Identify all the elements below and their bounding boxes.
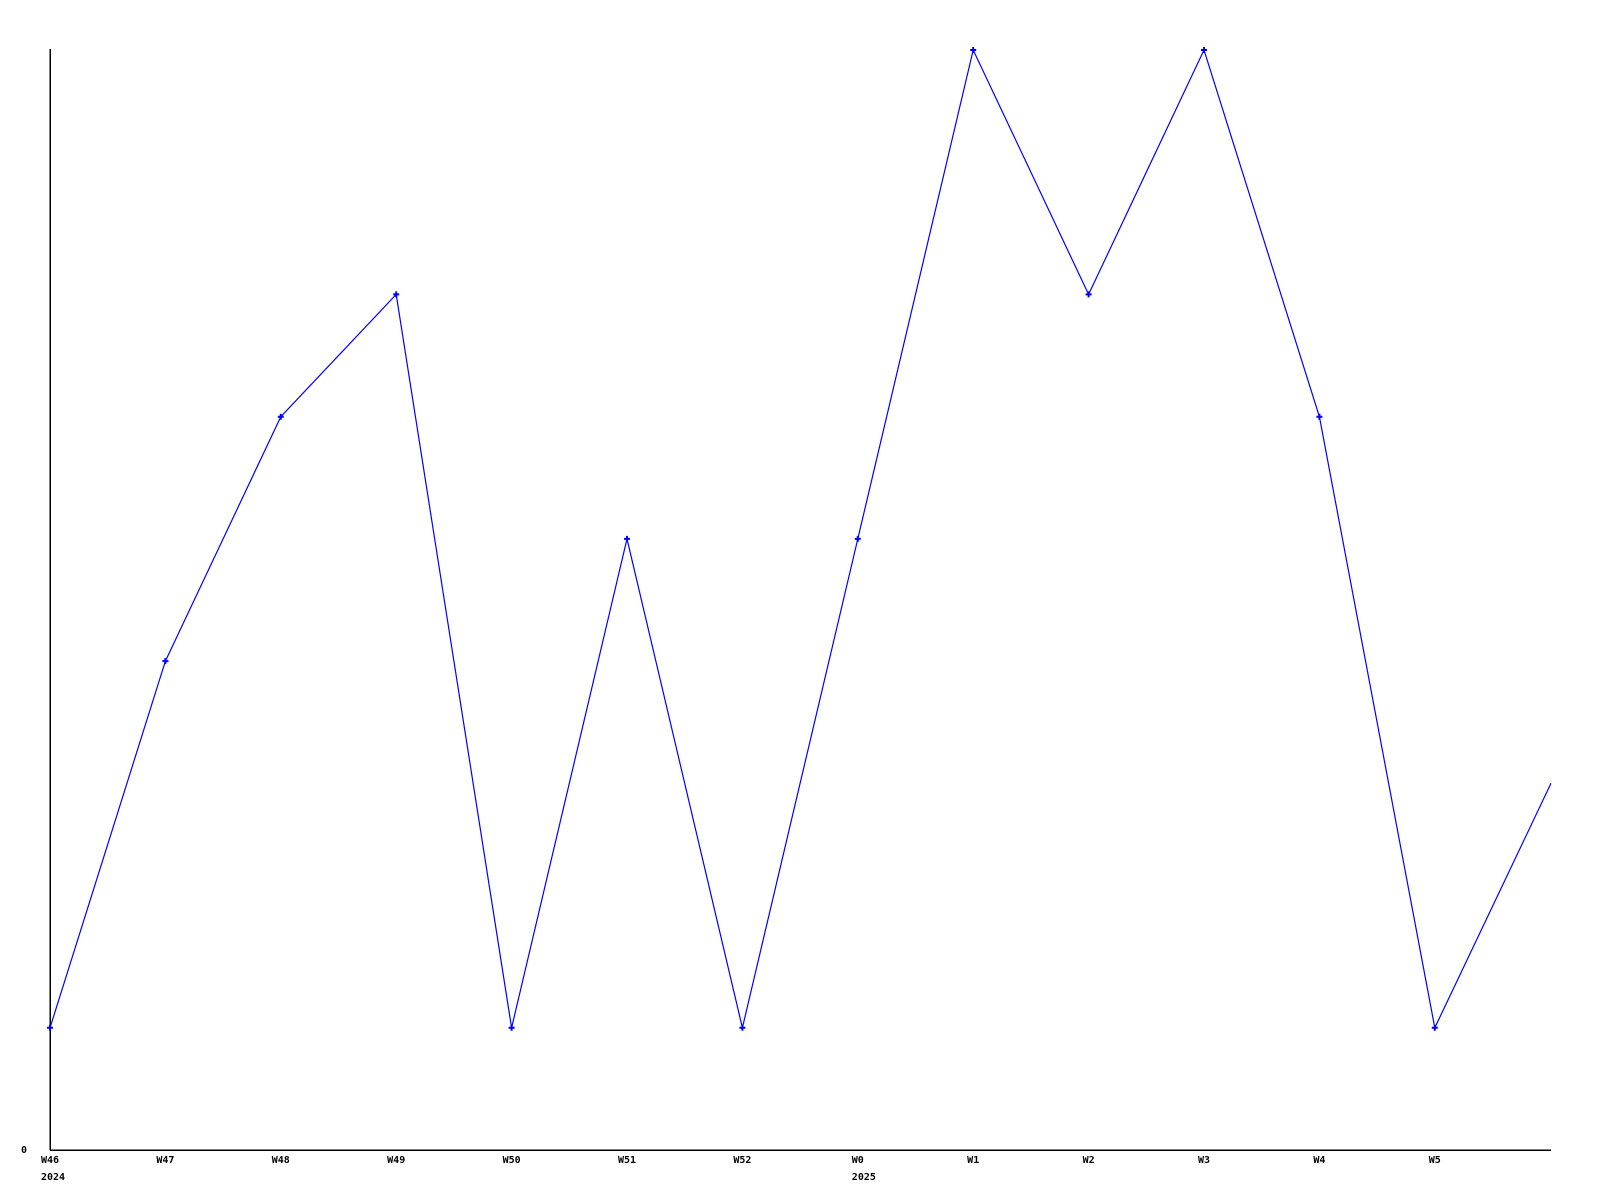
year-label: 2025 [852, 1172, 876, 1183]
x-axis-tick-labels: W46 W47 W48 W49 W50 W51 W52 W0 W1 W2 W3 W4 W5 2024 202… [41, 1155, 1441, 1183]
data-point-marker [1431, 1024, 1438, 1031]
data-point-marker [277, 413, 284, 420]
x-tick-label: W4 [1313, 1155, 1325, 1166]
data-point-marker [1316, 413, 1323, 420]
data-point-marker [508, 1024, 515, 1031]
data-point-marker [624, 535, 630, 542]
data-point-marker [47, 1024, 53, 1031]
x-tick-label: W50 [503, 1155, 521, 1166]
data-point-marker [739, 1024, 746, 1031]
x-tick-label: W2 [1083, 1155, 1095, 1166]
x-tick-label: W48 [272, 1155, 290, 1166]
x-tick-label: W5 [1429, 1155, 1441, 1166]
x-tick-label: W47 [156, 1155, 174, 1166]
y-tick-label: 0 [21, 1145, 27, 1156]
x-tick-label: W46 [41, 1155, 59, 1166]
data-point-marker [162, 658, 169, 665]
series-line [49, 48, 1552, 1030]
year-label: 2024 [41, 1172, 65, 1183]
x-tick-label: W0 [852, 1155, 864, 1166]
data-series [47, 47, 1552, 1031]
x-tick-label: W52 [733, 1155, 751, 1166]
y-axis-tick-labels: 0 [21, 1145, 27, 1156]
data-point-marker [393, 291, 400, 298]
x-tick-label: W3 [1198, 1155, 1210, 1166]
data-point-marker [970, 47, 977, 53]
data-point-marker [854, 535, 861, 542]
x-tick-label: W1 [967, 1155, 979, 1166]
x-tick-label: W49 [387, 1155, 405, 1166]
data-point-marker [1201, 47, 1207, 53]
data-point-marker [1085, 291, 1092, 298]
x-tick-label: W51 [618, 1155, 636, 1166]
